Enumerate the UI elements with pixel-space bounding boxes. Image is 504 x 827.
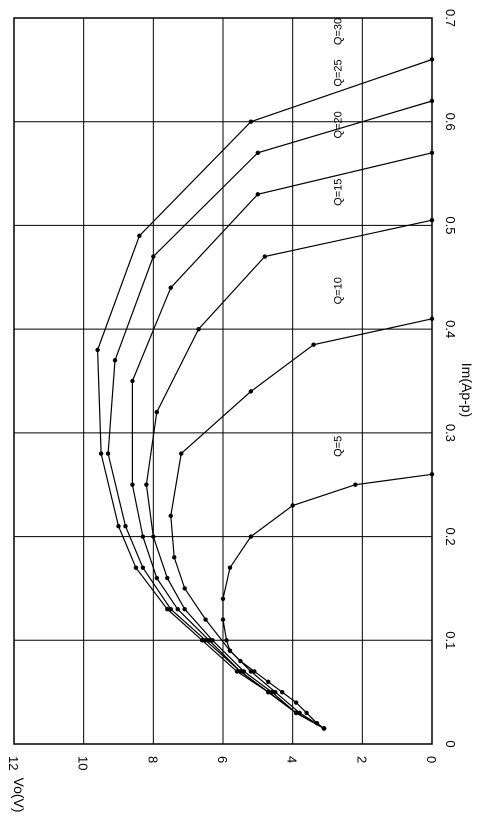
data-point (154, 575, 160, 581)
y-tick-label: 4 (285, 756, 300, 763)
y-tick-label: 10 (76, 756, 91, 770)
x-axis-label: Im(Ap-p) (459, 363, 475, 417)
x-axis-ticks: 0 0.1 0.2 0.3 0.4 0.5 0.6 0.7 (443, 9, 458, 748)
data-point (429, 472, 435, 477)
data-point (227, 648, 233, 653)
data-point (168, 606, 173, 612)
data-point (321, 726, 327, 731)
data-point (234, 669, 240, 674)
data-point (353, 482, 358, 487)
series-label: Q=25 (332, 59, 344, 86)
series-line (96, 58, 433, 729)
data-point (429, 57, 435, 62)
data-point (255, 192, 261, 197)
data-point (165, 575, 170, 581)
data-point (151, 254, 156, 259)
data-point (179, 451, 184, 456)
x-tick-label: 0.3 (443, 424, 458, 442)
data-point (137, 233, 142, 238)
data-point (266, 679, 271, 684)
series-line (170, 318, 433, 729)
y-axis-label: Vo(V) (11, 777, 27, 812)
data-point (429, 316, 435, 321)
data-point (140, 565, 146, 570)
data-point (220, 617, 226, 622)
data-point (112, 358, 118, 363)
data-point (304, 710, 309, 716)
data-point (140, 534, 146, 539)
series-label: Q=10 (332, 277, 344, 304)
data-point (168, 285, 173, 290)
series-label: Q=30 (332, 18, 344, 45)
data-point (172, 555, 177, 560)
x-tick-label: 0.7 (443, 9, 458, 27)
data-point (98, 451, 104, 456)
data-point (95, 347, 100, 353)
x-tick-label: 0.2 (443, 528, 458, 546)
data-point (227, 565, 233, 570)
plot-frame (13, 17, 433, 745)
data-point (429, 218, 435, 223)
series-labels: Q=5 Q=10 Q=15 Q=20 Q=25 Q=30 (332, 18, 344, 457)
data-point (151, 534, 156, 539)
data-point (199, 638, 205, 643)
x-tick-label: 0.6 (443, 113, 458, 131)
x-tick-label: 0.5 (443, 216, 458, 234)
x-tick-label: 0.4 (443, 320, 458, 338)
data-point (252, 669, 257, 674)
data-point (154, 409, 160, 415)
y-tick-label: 0 (424, 756, 439, 763)
x-tick-label: 0.1 (443, 631, 458, 649)
data-point (248, 119, 254, 124)
series-line (222, 473, 433, 729)
data-point (123, 524, 128, 529)
series-line (131, 152, 433, 729)
data-point (133, 565, 139, 570)
data-point (105, 451, 111, 456)
data-point (203, 617, 208, 622)
data-point (311, 342, 316, 347)
data-point (429, 150, 435, 156)
data-point (203, 638, 208, 643)
data-point (248, 389, 254, 394)
data-point (255, 150, 261, 156)
data-point (290, 503, 295, 508)
data-point (130, 378, 135, 384)
data-point (196, 326, 201, 332)
data-point (175, 606, 180, 612)
data-point (280, 689, 285, 695)
series-label: Q=20 (332, 111, 344, 138)
data-point (206, 638, 212, 643)
data-point (248, 534, 254, 539)
data-point (165, 606, 170, 612)
data-point (224, 638, 229, 643)
y-tick-label: 8 (145, 756, 160, 763)
data-point (182, 606, 187, 612)
data-point (266, 689, 271, 695)
data-point (293, 710, 299, 716)
data-point (116, 524, 121, 529)
data-point (262, 254, 267, 259)
data-point (220, 596, 226, 601)
data-point (130, 482, 135, 487)
data-point (182, 586, 187, 591)
data-point (248, 669, 254, 674)
y-axis-ticks: 0 2 4 6 8 10 12 (6, 756, 439, 770)
series-lines (95, 57, 435, 731)
data-point (168, 513, 173, 519)
y-tick-label: 2 (354, 756, 369, 763)
gridlines (14, 18, 432, 744)
series-label: Q=15 (332, 179, 344, 206)
x-tick-label: 0 (443, 740, 458, 747)
y-tick-label: 12 (6, 756, 21, 770)
series-line (145, 219, 433, 729)
data-point (293, 700, 299, 705)
data-point (429, 98, 435, 104)
data-point (144, 482, 149, 487)
series-label: Q=5 (332, 436, 344, 457)
y-tick-label: 6 (215, 756, 230, 763)
data-point (273, 689, 278, 695)
data-point (210, 638, 215, 643)
